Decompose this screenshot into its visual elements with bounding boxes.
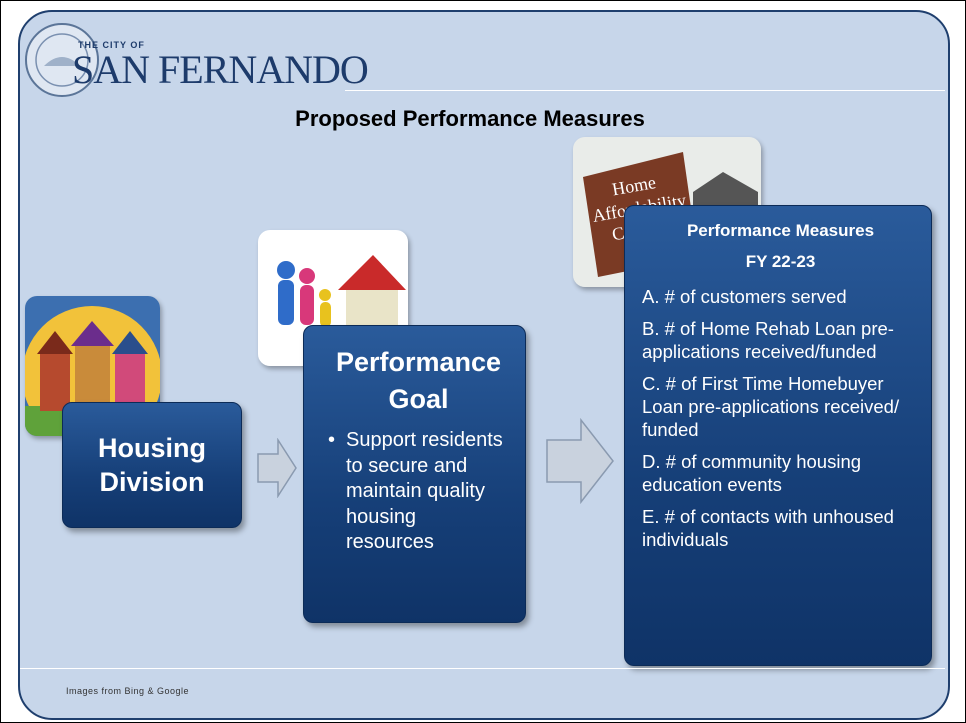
footer-text: Images from Bing & Google bbox=[66, 686, 189, 696]
measure-item: E. # of contacts with unhoused individua… bbox=[642, 505, 919, 551]
measure-list: A. # of customers served B. # of Home Reh… bbox=[642, 285, 919, 551]
measure-item: D. # of community housing education even… bbox=[642, 450, 919, 496]
header-rule bbox=[345, 90, 945, 91]
slide: THE CITY OF SAN FERNANDO Proposed Perfor… bbox=[0, 0, 966, 723]
box-title: Performance Measures bbox=[642, 220, 919, 242]
bullet-item: •Support residents to secure and maintai… bbox=[328, 428, 509, 556]
measure-item: A. # of customers served bbox=[642, 285, 919, 308]
bullet-dot: • bbox=[328, 428, 346, 556]
slide-title: Proposed Performance Measures bbox=[0, 106, 940, 132]
box-title: Housing Division bbox=[83, 431, 221, 499]
bullet-list: •Support residents to secure and maintai… bbox=[328, 428, 509, 556]
housing-division-box: Housing Division bbox=[62, 402, 242, 528]
arrow-small bbox=[256, 438, 298, 498]
performance-measures-box: Performance Measures FY 22-23 A. # of cu… bbox=[624, 205, 932, 666]
measure-item: B. # of Home Rehab Loan pre-applications… bbox=[642, 317, 919, 363]
measure-item: C. # of First Time Homebuyer Loan pre-ap… bbox=[642, 372, 919, 441]
bullet-text: Support residents to secure and maintain… bbox=[346, 428, 509, 556]
footer-rule bbox=[20, 668, 945, 669]
box-title: Performance Goal bbox=[328, 344, 509, 418]
logo-text: SAN FERNANDO bbox=[72, 46, 368, 93]
box-subtitle: FY 22-23 bbox=[642, 251, 919, 273]
performance-goal-box: Performance Goal •Support residents to s… bbox=[303, 325, 526, 623]
arrow-large bbox=[545, 418, 615, 504]
